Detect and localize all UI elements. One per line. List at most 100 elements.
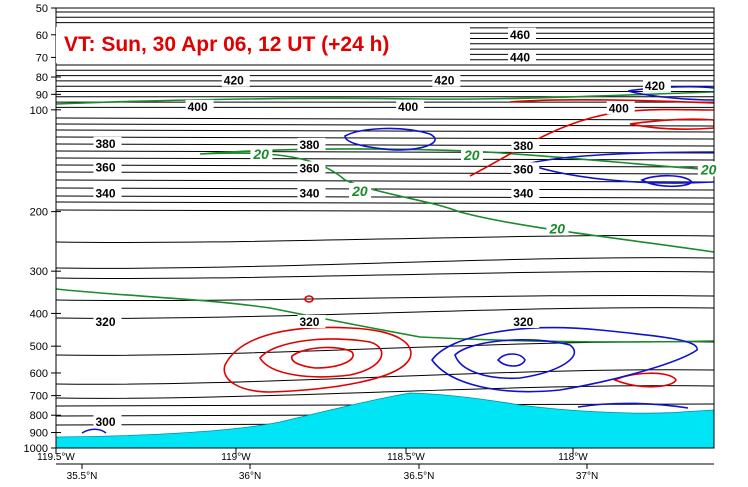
isentrope-label-bg — [185, 99, 214, 113]
isentrope-label-bg — [93, 415, 122, 429]
isentrope-label-bg — [432, 73, 461, 87]
isentrope-line — [56, 195, 714, 199]
isentrope-line — [56, 257, 714, 269]
isentrope-label: 440 — [510, 50, 530, 64]
red-contour — [304, 295, 314, 303]
isentrope-label: 340 — [95, 187, 115, 201]
isentrope-label: 420 — [224, 74, 244, 88]
y-tick-label: 300 — [30, 266, 48, 278]
wind-label-bg — [460, 147, 483, 163]
y-tick-label: 50 — [36, 3, 48, 15]
blue-contour — [577, 402, 689, 409]
isentrope-label: 320 — [513, 315, 533, 329]
isentrope-line — [56, 157, 714, 161]
isentrope-label: 420 — [434, 74, 454, 88]
y-tick-label: 60 — [36, 30, 48, 42]
blue-contours — [81, 85, 714, 434]
wind-contour-upper — [56, 91, 714, 105]
isentrope-label: 360 — [299, 161, 319, 175]
isentrope-label: 400 — [609, 101, 629, 115]
wind-speed-label: 20 — [351, 183, 368, 199]
isentrope-label: 360 — [95, 160, 115, 174]
lonlat-axis: 119.5°W 119°W 118.5°W 118°W 35.5°N 36°N 36.5°N… — [37, 448, 714, 482]
isentrope-line — [56, 129, 714, 133]
isentrope-line — [56, 171, 714, 175]
wind-contour-lower — [56, 288, 714, 343]
isentrope-label-bg — [297, 186, 326, 200]
isentrope-label: 380 — [513, 139, 533, 153]
isentrope-label: 340 — [513, 187, 533, 201]
isentrope-label: 420 — [645, 79, 665, 93]
isentrope-label-bg — [511, 186, 540, 200]
y-tick-label: 700 — [30, 391, 48, 403]
wind-label-bg — [546, 220, 569, 236]
isentrope-label: 400 — [188, 100, 208, 114]
wind-label-bg — [697, 161, 720, 177]
isentrope-label-bg — [297, 137, 326, 151]
isentrope-line — [56, 201, 714, 205]
isentrope-line — [56, 123, 714, 127]
terrain-profile — [56, 392, 714, 448]
isentrope-label-bg — [297, 314, 326, 328]
blue-contour — [496, 353, 526, 367]
x-tick-label-lon: 119°W — [221, 452, 251, 463]
isentrope-label: 300 — [95, 415, 115, 429]
isentrope-label-bg — [93, 186, 122, 200]
y-tick-label: 200 — [30, 207, 48, 219]
isentrope-label-bg — [297, 161, 326, 175]
x-tick-label-lon: 118°W — [558, 452, 588, 463]
valid-time-title: VT: Sun, 30 Apr 06, 12 UT (+24 h) — [64, 33, 390, 56]
red-contour — [259, 338, 383, 378]
x-tick-label-lat: 36.5°N — [404, 471, 435, 482]
isentrope-label-bg — [508, 50, 537, 64]
isentrope-label: 340 — [299, 187, 319, 201]
blue-contour — [640, 174, 694, 188]
isentrope-line — [56, 209, 714, 213]
plot-background — [56, 8, 714, 448]
wind-label-bg — [250, 145, 273, 161]
y-tick-label: 1000 — [24, 443, 48, 455]
isentrope-line — [56, 271, 714, 279]
blue-contour — [344, 127, 436, 151]
isentrope-label: 320 — [299, 315, 319, 329]
y-tick-label: 80 — [36, 72, 48, 84]
wind-speed-label: 20 — [549, 221, 566, 237]
y-tick-label: 70 — [36, 52, 48, 64]
isentrope-label: 320 — [95, 315, 115, 329]
y-tick-label: 100 — [30, 105, 48, 117]
isentrope-line — [56, 187, 714, 191]
isentrope-line — [56, 143, 714, 147]
isentrope-label-bg — [511, 139, 540, 153]
isentrope-label-bg — [93, 136, 122, 150]
wind-labels: 20 20 20 20 20 — [250, 145, 720, 237]
isentrope-label-bg — [511, 162, 540, 176]
wind-speed-label: 20 — [463, 147, 480, 163]
isentrope-line — [56, 150, 714, 154]
pressure-axis: 50 60 70 80 90 100 200 300 400 500 600 700 800 900 100… — [24, 3, 61, 455]
isentrope-label-bg — [93, 160, 122, 174]
y-tick-label: 600 — [30, 368, 48, 380]
blue-contour — [526, 151, 714, 184]
wind-speed-label: 20 — [252, 146, 269, 162]
blue-contour — [431, 326, 698, 393]
isentrope-line — [56, 294, 714, 302]
x-tick-label-lon: 119.5°W — [37, 452, 75, 463]
isentrope-label-bg — [508, 27, 537, 41]
isentrope-line — [56, 385, 714, 399]
isentrope-label: 380 — [299, 138, 319, 152]
y-tick-label: 90 — [36, 89, 48, 101]
x-tick-label-lat: 37°N — [576, 471, 598, 482]
red-contour — [629, 118, 714, 130]
wind-label-bg — [349, 183, 372, 199]
isentrope-label-bg — [606, 101, 635, 115]
x-tick-label-lat: 36°N — [239, 471, 261, 482]
isentrope-labels: 460 440 420 420 420 400 400 400 380 380 380 360 360 3… — [93, 27, 671, 429]
isentrope-label-bg — [511, 314, 540, 328]
isentrope-line — [56, 164, 714, 168]
isentrope-label-bg — [221, 73, 250, 87]
y-tick-label: 800 — [30, 410, 48, 422]
red-contour — [291, 346, 354, 369]
blue-contour — [627, 85, 714, 101]
isentrope-label: 460 — [510, 28, 530, 42]
red-contour — [223, 326, 412, 393]
